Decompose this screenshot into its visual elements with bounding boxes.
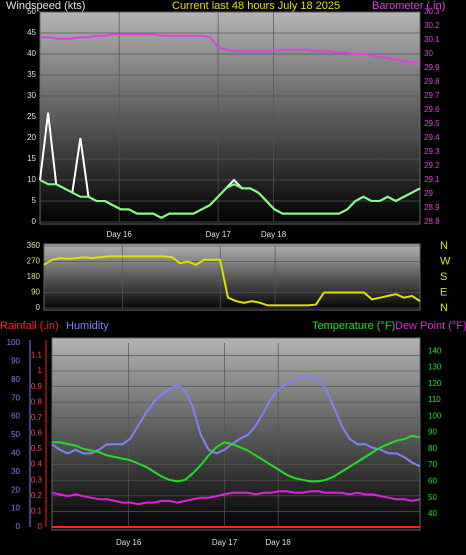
y-tick-label: 60	[428, 477, 437, 486]
axis-label: Temperature (°F)	[312, 320, 395, 332]
x-tick-label: Day 18	[261, 230, 287, 239]
y-tick-label: 29.2	[424, 161, 440, 170]
y-tick-label: 0	[16, 522, 21, 531]
axis-label: Windspeed (kts)	[6, 0, 85, 12]
y-tick-label: 180	[27, 272, 41, 281]
direction-label: N	[440, 302, 448, 314]
axis-label: Rainfall (.in)	[0, 320, 59, 332]
y-tick-label: 35	[27, 70, 36, 79]
y-tick-label: 70	[428, 460, 437, 469]
y-tick-label: 29.5	[424, 119, 440, 128]
y-tick-label: 29.1	[424, 175, 440, 184]
y-tick-label: 29.4	[424, 133, 440, 142]
y-tick-label: 270	[27, 257, 41, 266]
series-line	[39, 179, 421, 219]
series-line	[51, 490, 421, 506]
x-tick-label: Day 16	[116, 538, 142, 547]
y-tick-label: 130	[428, 363, 442, 372]
y-tick-label: 20	[27, 133, 36, 142]
y-tick-label: 140	[428, 346, 442, 355]
y-tick-label: 0.5	[31, 444, 43, 453]
y-tick-label: 0.7	[31, 413, 43, 422]
y-tick-label: 10	[27, 175, 36, 184]
y-tick-label: 20	[11, 485, 20, 494]
y-tick-label: 0.6	[31, 429, 43, 438]
series-line	[51, 375, 421, 468]
x-tick-label: Day 17	[205, 230, 231, 239]
y-tick-label: 40	[27, 49, 36, 58]
y-tick-label: 28.8	[424, 217, 440, 226]
y-tick-label: 100	[428, 411, 442, 420]
y-tick-label: 15	[27, 154, 36, 163]
direction-label: E	[440, 286, 447, 298]
y-tick-label: 1.1	[31, 351, 43, 360]
panel	[51, 337, 421, 531]
panel	[39, 11, 421, 225]
axis-label: Humidity	[66, 320, 109, 332]
y-tick-label: 60	[11, 412, 20, 421]
y-tick-label: 29.7	[424, 91, 440, 100]
y-tick-label: 0	[36, 303, 41, 312]
y-tick-label: 80	[11, 375, 20, 384]
axis-label: Dew Point (°F)	[395, 320, 466, 332]
y-tick-label: 29.3	[424, 147, 440, 156]
y-tick-label: 80	[428, 444, 437, 453]
y-tick-label: 0.1	[31, 507, 43, 516]
x-tick-label: Day 16	[106, 230, 132, 239]
y-tick-label: 0	[32, 217, 37, 226]
y-tick-label: 110	[428, 395, 441, 404]
y-tick-label: 30.1	[424, 35, 440, 44]
y-tick-label: 30	[27, 91, 36, 100]
series-line	[52, 434, 421, 483]
y-tick-label: 0.8	[31, 397, 43, 406]
y-tick-label: 40	[428, 509, 437, 518]
y-tick-label: 29.6	[424, 105, 440, 114]
direction-label: S	[440, 271, 447, 283]
y-tick-label: 30	[11, 467, 20, 476]
y-tick-label: 30	[424, 49, 433, 58]
series-line	[43, 255, 421, 307]
y-tick-label: 50	[11, 430, 20, 439]
y-tick-label: 29.8	[424, 77, 440, 86]
y-tick-label: 50	[27, 7, 36, 16]
y-tick-label: 100	[7, 338, 21, 347]
y-tick-label: 0.2	[31, 491, 43, 500]
y-tick-label: 90	[11, 357, 20, 366]
y-tick-label: 30.2	[424, 21, 440, 30]
y-tick-label: 0	[38, 522, 43, 531]
y-tick-label: 10	[11, 504, 20, 513]
y-tick-label: 90	[428, 428, 437, 437]
y-tick-label: 90	[31, 288, 40, 297]
y-tick-label: 40	[11, 449, 20, 458]
axis-label: Barometer (.in)	[372, 0, 445, 12]
y-tick-label: 29.9	[424, 63, 440, 72]
y-tick-label: 0.3	[31, 475, 43, 484]
series-line	[40, 33, 421, 65]
y-tick-label: 70	[11, 393, 20, 402]
y-tick-label: 120	[428, 379, 442, 388]
y-tick-label: 360	[27, 241, 41, 250]
y-tick-label: 45	[27, 28, 36, 37]
y-tick-label: 5	[32, 196, 37, 205]
x-tick-label: Day 18	[265, 538, 291, 547]
y-tick-label: 25	[27, 112, 36, 121]
x-tick-label: Day 17	[212, 538, 238, 547]
chart-title: Current last 48 hours July 18 2025	[172, 0, 340, 12]
y-tick-label: 28.9	[424, 203, 440, 212]
y-tick-label: 30.3	[424, 7, 440, 16]
direction-label: W	[440, 255, 451, 267]
y-tick-label: 50	[428, 493, 437, 502]
y-tick-label: 0.9	[31, 382, 43, 391]
y-tick-label: 29	[424, 189, 433, 198]
y-tick-label: 1	[38, 366, 43, 375]
direction-label: N	[440, 240, 448, 252]
y-tick-label: 0.4	[31, 460, 43, 469]
